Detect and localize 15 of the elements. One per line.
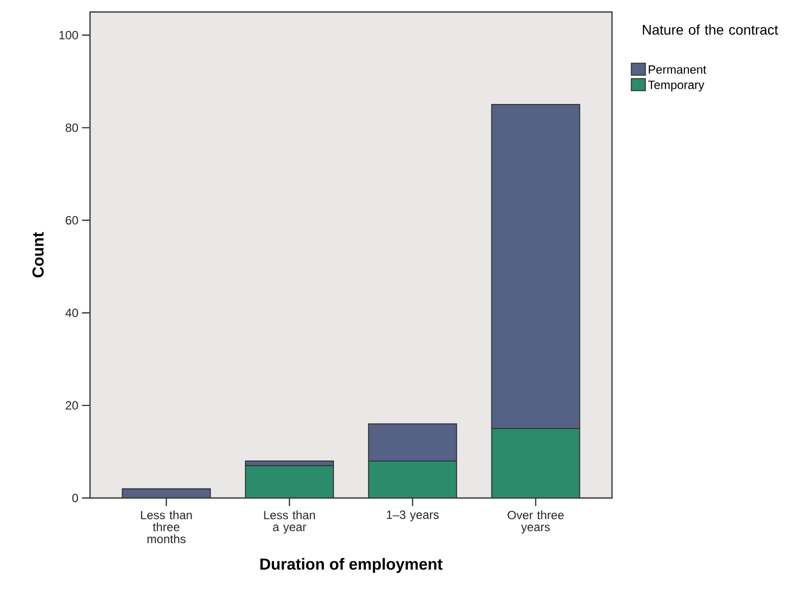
- x-tick-label: Less than three months: [141, 510, 192, 544]
- x-tick-label: 1–3 years: [386, 510, 439, 522]
- y-tick-label: 100: [59, 30, 78, 40]
- y-tick-label: 60: [66, 216, 78, 224]
- y-tick-label: 40: [65, 308, 78, 318]
- x-tick-label: Less than a year: [264, 510, 315, 534]
- legend-label: Temporary: [648, 80, 704, 92]
- y-tick-label: 0: [72, 494, 78, 502]
- x-axis-title: Duration of employment: [260, 558, 442, 573]
- legend-label: Permanent: [648, 65, 706, 74]
- y-tick-label: 80: [66, 123, 78, 132]
- y-tick-label: 20: [66, 401, 78, 410]
- x-tick-label: Over three years: [508, 510, 564, 534]
- y-axis-title: Count: [32, 232, 44, 278]
- legend-title: Nature of the contract: [642, 24, 778, 35]
